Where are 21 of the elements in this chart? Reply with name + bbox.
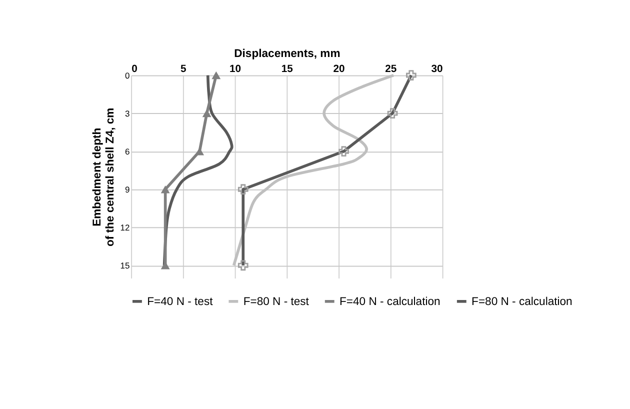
x-tick-label: 15 xyxy=(281,64,294,75)
y-tick-label: 9 xyxy=(124,184,130,195)
x-tick-label: 10 xyxy=(230,64,242,75)
legend-label: F=40 N - calculation xyxy=(340,296,440,308)
x-tick-label: 20 xyxy=(333,64,346,75)
point xyxy=(202,109,212,118)
point xyxy=(160,185,170,194)
x-tick-label: 5 xyxy=(180,64,187,75)
y-tick-label: 6 xyxy=(124,146,130,157)
x-tick-label: 0 xyxy=(132,64,138,75)
x-tick-label: 25 xyxy=(385,64,397,75)
y-tick-label: 3 xyxy=(124,108,130,119)
x-axis-title: Displacements, mm xyxy=(234,48,340,60)
y-tick-label: 15 xyxy=(120,260,130,271)
legend-label: F=80 N - test xyxy=(243,296,310,308)
point xyxy=(212,71,221,80)
x-tick-label: 30 xyxy=(431,64,444,75)
y-axis-title: Embedment depth of the central shell Z4, cm xyxy=(91,108,117,247)
legend-label: F=80 N - calculation xyxy=(472,296,572,308)
y-tick-label: 12 xyxy=(120,222,130,233)
legend-label: F=40 N - test xyxy=(147,296,214,308)
